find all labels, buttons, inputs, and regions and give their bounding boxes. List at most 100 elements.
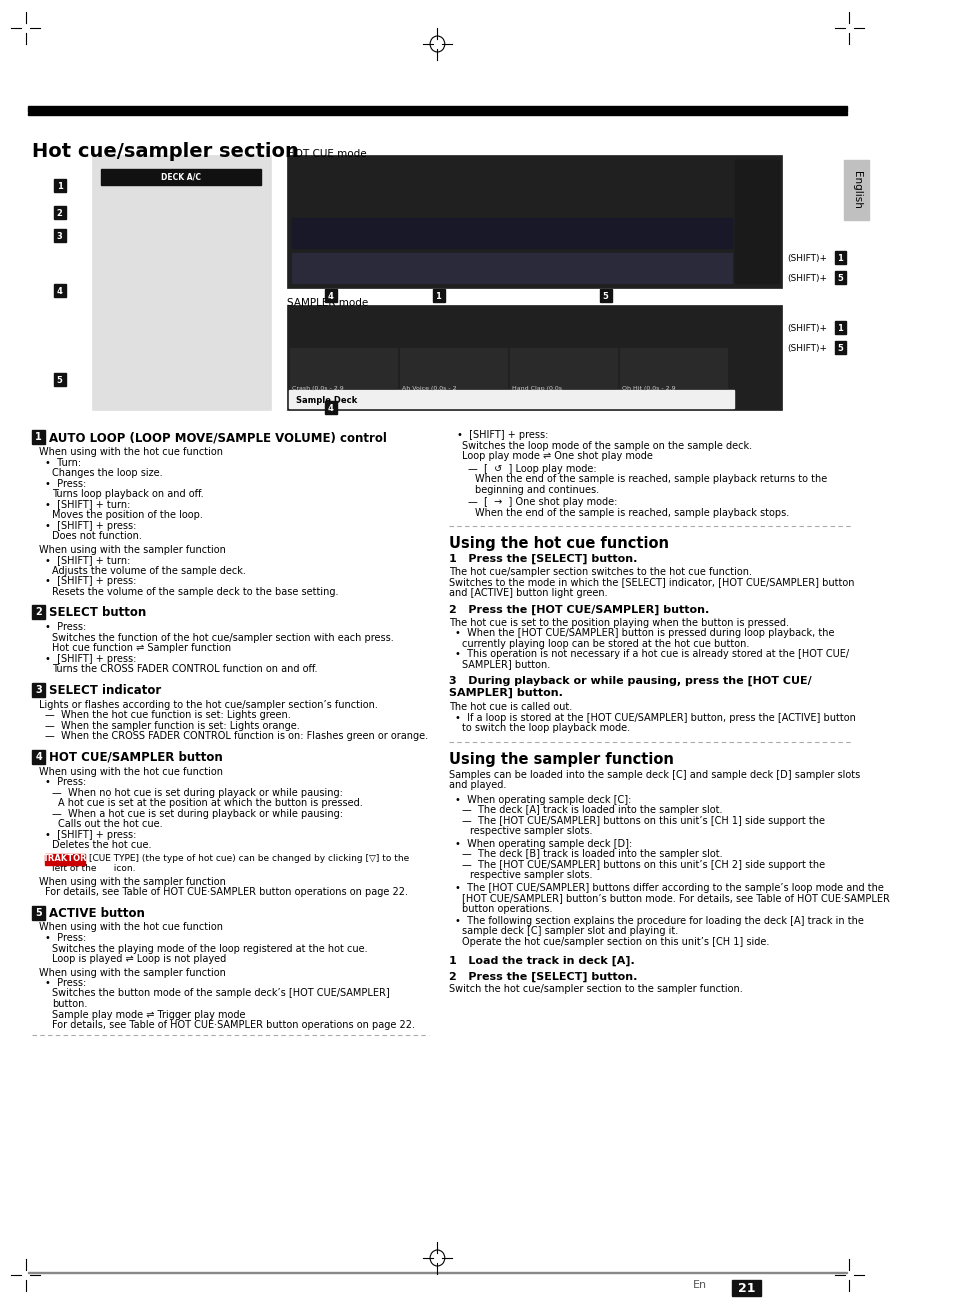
Text: Deletes the hot cue.: Deletes the hot cue. bbox=[52, 840, 152, 850]
Text: Moves the position of the loop.: Moves the position of the loop. bbox=[52, 509, 203, 520]
Bar bbox=[54, 179, 66, 192]
Text: Hot cue/sampler section: Hot cue/sampler section bbox=[32, 142, 298, 162]
Text: Resets the volume of the sample deck to the base setting.: Resets the volume of the sample deck to … bbox=[52, 586, 338, 597]
Bar bbox=[834, 271, 845, 284]
Text: 5: 5 bbox=[601, 292, 608, 301]
Text: A hot cue is set at the position at which the button is pressed.: A hot cue is set at the position at whic… bbox=[58, 797, 362, 808]
Bar bbox=[731, 1280, 760, 1296]
Text: SAMPLER] button.: SAMPLER] button. bbox=[449, 688, 562, 698]
Text: •  The following section explains the procedure for loading the deck [A] track i: • The following section explains the pro… bbox=[455, 916, 862, 926]
Bar bbox=[619, 348, 726, 388]
Bar bbox=[842, 160, 868, 220]
Text: Ah Voice (0.0s - 2: Ah Voice (0.0s - 2 bbox=[401, 386, 456, 391]
Text: HOT CUE mode: HOT CUE mode bbox=[287, 149, 366, 159]
Text: Switches the function of the hot cue/sampler section with each press.: Switches the function of the hot cue/sam… bbox=[52, 632, 394, 642]
Bar bbox=[32, 605, 45, 619]
Text: •  [SHIFT] + press:: • [SHIFT] + press: bbox=[45, 654, 136, 663]
Bar bbox=[289, 390, 733, 408]
Text: 21: 21 bbox=[737, 1281, 755, 1294]
Text: 2: 2 bbox=[56, 208, 63, 218]
Text: •  Press:: • Press: bbox=[45, 777, 86, 787]
Text: Loop play mode ⇌ One shot play mode: Loop play mode ⇌ One shot play mode bbox=[461, 451, 653, 461]
Text: 1: 1 bbox=[836, 323, 842, 332]
Text: •  This operation is not necessary if a hot cue is already stored at the [HOT CU: • This operation is not necessary if a h… bbox=[455, 649, 848, 659]
Text: Hand Clap (0.0s: Hand Clap (0.0s bbox=[511, 386, 561, 391]
Bar bbox=[54, 229, 66, 242]
Text: Hot cue function ⇌ Sampler function: Hot cue function ⇌ Sampler function bbox=[52, 642, 232, 653]
Text: —  When the CROSS FADER CONTROL function is on: Flashes green or orange.: — When the CROSS FADER CONTROL function … bbox=[45, 731, 428, 741]
Text: •  [SHIFT] + press:: • [SHIFT] + press: bbox=[456, 430, 547, 440]
Bar bbox=[290, 348, 396, 388]
Text: HOT CUE/SAMPLER button: HOT CUE/SAMPLER button bbox=[49, 751, 222, 764]
Bar bbox=[324, 401, 336, 414]
Text: •  [SHIFT] + turn:: • [SHIFT] + turn: bbox=[45, 499, 131, 509]
Text: 1   Press the [SELECT] button.: 1 Press the [SELECT] button. bbox=[449, 554, 637, 564]
Text: 5: 5 bbox=[836, 274, 842, 283]
Text: —  When no hot cue is set during playack or while pausing:: — When no hot cue is set during playack … bbox=[52, 787, 343, 797]
Text: •  When operating sample deck [D]:: • When operating sample deck [D]: bbox=[455, 839, 632, 848]
Text: button.: button. bbox=[52, 999, 88, 1009]
Text: 2: 2 bbox=[35, 607, 42, 618]
Text: respective sampler slots.: respective sampler slots. bbox=[469, 826, 592, 837]
Text: 2   Press the [HOT CUE/SAMPLER] button.: 2 Press the [HOT CUE/SAMPLER] button. bbox=[449, 605, 709, 615]
Bar bbox=[54, 373, 66, 386]
Text: [HOT CUE/SAMPLER] button’s button mode. For details, see Table of HOT CUE·SAMPLE: [HOT CUE/SAMPLER] button’s button mode. … bbox=[461, 893, 889, 903]
Text: —  The [HOT CUE/SAMPLER] buttons on this unit’s [CH 1] side support the: — The [HOT CUE/SAMPLER] buttons on this … bbox=[461, 816, 824, 826]
Text: beginning and continues.: beginning and continues. bbox=[475, 485, 598, 495]
Text: •  [SHIFT] + press:: • [SHIFT] + press: bbox=[45, 830, 136, 839]
Text: (SHIFT)+: (SHIFT)+ bbox=[786, 274, 826, 283]
Text: En: En bbox=[692, 1280, 706, 1290]
Text: Turns loop playback on and off.: Turns loop playback on and off. bbox=[52, 489, 204, 499]
Text: Changes the loop size.: Changes the loop size. bbox=[52, 468, 163, 478]
Text: button operations.: button operations. bbox=[461, 903, 552, 913]
Text: For details, see Table of HOT CUE·SAMPLER button operations on page 22.: For details, see Table of HOT CUE·SAMPLE… bbox=[52, 1020, 415, 1029]
Text: Switches the button mode of the sample deck’s [HOT CUE/SAMPLER]: Switches the button mode of the sample d… bbox=[52, 989, 390, 998]
Text: 2   Press the [SELECT] button.: 2 Press the [SELECT] button. bbox=[449, 972, 637, 981]
Bar bbox=[292, 253, 731, 283]
Text: The hot cue/sampler section switches to the hot cue function.: The hot cue/sampler section switches to … bbox=[449, 567, 752, 577]
Bar bbox=[433, 289, 444, 302]
Text: When using with the hot cue function: When using with the hot cue function bbox=[39, 447, 223, 457]
Text: Lights or flashes according to the hot cue/sampler section’s function.: Lights or flashes according to the hot c… bbox=[39, 700, 378, 710]
Text: For details, see Table of HOT CUE·SAMPLER button operations on page 22.: For details, see Table of HOT CUE·SAMPLE… bbox=[45, 887, 408, 896]
Bar bbox=[54, 284, 66, 297]
Bar bbox=[834, 341, 845, 354]
Bar bbox=[54, 206, 66, 219]
Text: •  [SHIFT] + press:: • [SHIFT] + press: bbox=[45, 576, 136, 586]
Text: —  [  ↺  ] Loop play mode:: — [ ↺ ] Loop play mode: bbox=[467, 464, 596, 473]
Bar bbox=[32, 430, 45, 444]
Bar bbox=[32, 906, 45, 920]
Text: •  Press:: • Press: bbox=[45, 979, 86, 988]
Bar bbox=[28, 113, 846, 115]
Text: 5: 5 bbox=[836, 344, 842, 353]
Text: •  [SHIFT] + press:: • [SHIFT] + press: bbox=[45, 520, 136, 530]
Text: When using with the hot cue function: When using with the hot cue function bbox=[39, 766, 223, 777]
Text: 4: 4 bbox=[35, 752, 42, 761]
Text: Switches to the mode in which the [SELECT] indicator, [HOT CUE/SAMPLER] button: Switches to the mode in which the [SELEC… bbox=[449, 577, 854, 588]
Bar bbox=[45, 853, 85, 864]
Text: —  [  →  ] One shot play mode:: — [ → ] One shot play mode: bbox=[467, 496, 617, 507]
Text: •  If a loop is stored at the [HOT CUE/SAMPLER] button, press the [ACTIVE] butto: • If a loop is stored at the [HOT CUE/SA… bbox=[455, 713, 855, 722]
Text: 4: 4 bbox=[327, 404, 333, 413]
Text: DECK A/C: DECK A/C bbox=[161, 172, 201, 181]
Bar bbox=[28, 1272, 846, 1273]
Text: AUTO LOOP (LOOP MOVE/SAMPLE VOLUME) control: AUTO LOOP (LOOP MOVE/SAMPLE VOLUME) cont… bbox=[49, 431, 386, 444]
Text: [CUE TYPE] (the type of hot cue) can be changed by clicking [▽] to the: [CUE TYPE] (the type of hot cue) can be … bbox=[89, 853, 409, 863]
Text: Switch the hot cue/sampler section to the sampler function.: Switch the hot cue/sampler section to th… bbox=[449, 985, 742, 994]
Text: •  [SHIFT] + turn:: • [SHIFT] + turn: bbox=[45, 555, 131, 566]
Text: to switch the loop playback mode.: to switch the loop playback mode. bbox=[461, 723, 630, 734]
Bar bbox=[287, 155, 781, 288]
Text: Oh Hit (0.0s - 2.9: Oh Hit (0.0s - 2.9 bbox=[621, 386, 675, 391]
Text: Crash (0.0s - 2.9: Crash (0.0s - 2.9 bbox=[292, 386, 343, 391]
Text: •  When the [HOT CUE/SAMPLER] button is pressed during loop playback, the: • When the [HOT CUE/SAMPLER] button is p… bbox=[455, 628, 834, 638]
Text: and played.: and played. bbox=[449, 780, 506, 790]
Text: and [ACTIVE] button light green.: and [ACTIVE] button light green. bbox=[449, 588, 607, 598]
Text: When the end of the sample is reached, sample playback returns to the: When the end of the sample is reached, s… bbox=[475, 474, 826, 483]
Text: Samples can be loaded into the sample deck [C] and sample deck [D] sampler slots: Samples can be loaded into the sample de… bbox=[449, 770, 860, 779]
Text: 1: 1 bbox=[56, 181, 63, 190]
Bar bbox=[324, 289, 336, 302]
Text: SELECT indicator: SELECT indicator bbox=[49, 684, 161, 697]
Text: 1: 1 bbox=[435, 292, 441, 301]
Bar bbox=[32, 749, 45, 764]
Text: Using the sampler function: Using the sampler function bbox=[449, 752, 674, 766]
